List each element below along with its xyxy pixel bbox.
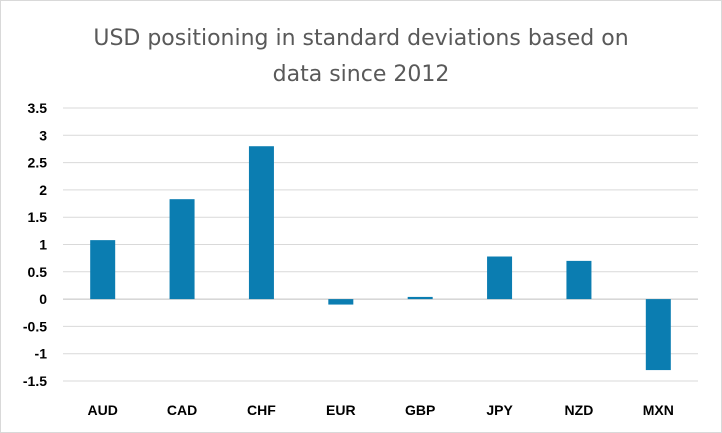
y-tick-label: -1 — [35, 346, 48, 362]
y-tick-label: 3.5 — [28, 100, 48, 116]
x-tick-label-aud: AUD — [88, 402, 118, 418]
y-tick-label: 0.5 — [28, 264, 48, 280]
x-tick-label-cad: CAD — [167, 402, 197, 418]
bar-chf — [248, 146, 274, 300]
x-tick-label-chf: CHF — [247, 402, 276, 418]
bar-jpy — [487, 256, 513, 300]
y-tick-label: 2.5 — [28, 155, 48, 171]
y-tick-label: -1.5 — [23, 373, 47, 389]
y-tick-label: 3 — [39, 127, 47, 143]
y-tick-label: 2 — [39, 182, 47, 198]
y-tick-label: 0 — [39, 291, 47, 307]
bar-cad — [169, 199, 195, 300]
x-tick-label-mxn: MXN — [643, 402, 674, 418]
x-tick-label-eur: EUR — [326, 402, 356, 418]
x-tick-label-jpy: JPY — [486, 402, 513, 418]
bar-aud — [90, 240, 116, 300]
y-tick-label: 1.5 — [28, 209, 48, 225]
y-tick-label: -0.5 — [23, 318, 47, 334]
bar-eur — [328, 299, 354, 305]
x-axis-ticks: AUD CAD CHF EUR GBP JPY NZD MXN — [88, 402, 674, 418]
bar-nzd — [566, 260, 592, 300]
bar-gbp — [407, 296, 433, 300]
y-tick-label: 1 — [39, 237, 47, 253]
chart-title-line-2: data since 2012 — [273, 62, 450, 87]
bars — [90, 146, 671, 371]
gridlines — [63, 107, 698, 382]
y-axis-ticks: 3.5 3 2.5 2 1.5 1 0.5 0 -0.5 -1 -1.5 — [23, 100, 47, 389]
x-tick-label-gbp: GBP — [405, 402, 435, 418]
chart-title-line-1: USD positioning in standard deviations b… — [93, 26, 628, 51]
x-tick-label-nzd: NZD — [565, 402, 594, 418]
bar-mxn — [645, 299, 671, 371]
